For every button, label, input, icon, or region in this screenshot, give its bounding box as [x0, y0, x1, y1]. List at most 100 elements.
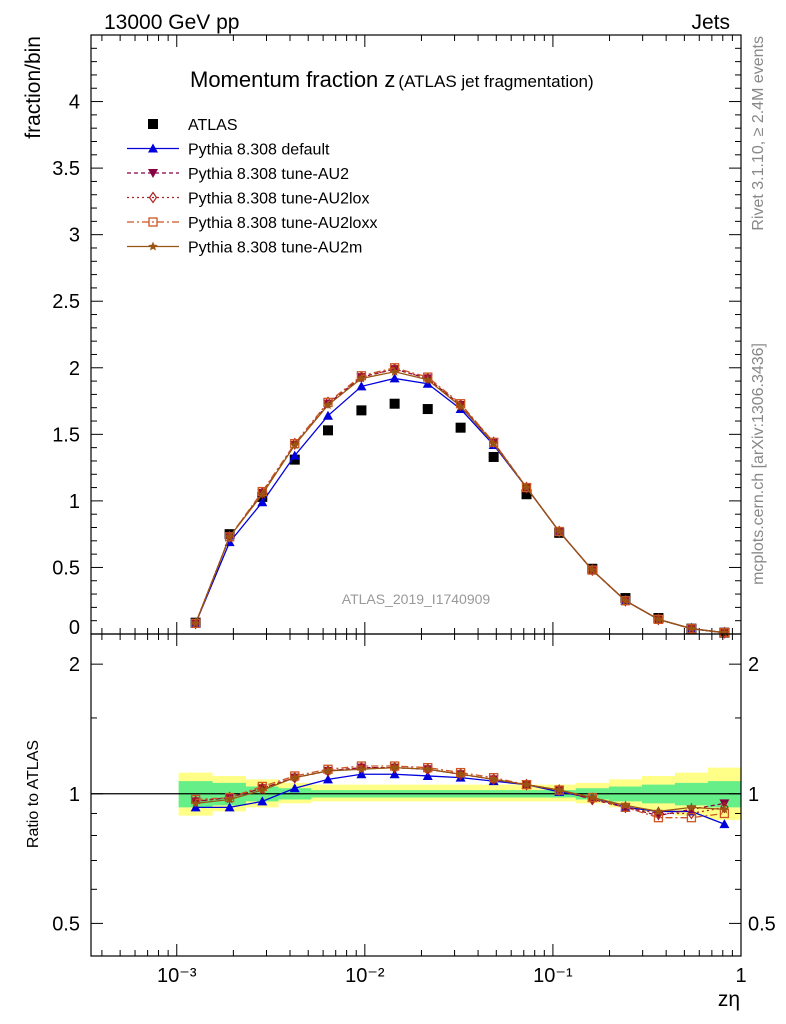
legend-marker — [148, 143, 158, 153]
header-right-label: Jets — [691, 11, 730, 34]
ratio-data-point — [422, 764, 433, 774]
legend-label: Pythia 8.308 tune-AU2lox — [188, 191, 369, 208]
data-point — [521, 482, 532, 492]
ratio-panel: 10⁻³ 10⁻² 10⁻¹ 1 0.5 0.5 1 1 2 2 — [52, 633, 776, 987]
ratio-data-point — [224, 794, 235, 804]
main-y-tick-label: 1 — [69, 491, 80, 513]
main-y-tick-label: 2 — [69, 358, 80, 380]
ratio-data-point — [323, 764, 333, 774]
ratio-data-point — [720, 801, 729, 814]
ratio-data-point — [422, 770, 433, 780]
data-point — [389, 373, 400, 383]
data-point — [257, 497, 268, 507]
rivet-version-label: Rivet 3.1.10, ≥ 2.4M events — [750, 36, 767, 231]
ratio-data-point — [289, 772, 300, 782]
ratio-frame — [90, 633, 742, 957]
main-panel: 0 0.5 1 1.5 2 2.5 3 3.5 4 — [52, 34, 742, 639]
data-point — [488, 438, 499, 448]
data-point — [389, 398, 400, 409]
ratio-data-point — [322, 774, 333, 784]
data-point — [356, 381, 367, 391]
ratio-data-point — [455, 767, 466, 778]
ratio-data-point — [224, 802, 235, 812]
data-point — [422, 374, 433, 384]
ratio-data-point — [653, 813, 664, 823]
y-axis-label: fraction/bin — [22, 36, 45, 139]
ratio-data-point — [521, 779, 532, 789]
data-point — [719, 627, 730, 637]
legend-marker — [148, 169, 158, 178]
data-point — [423, 372, 432, 385]
x-tick-label: 10⁻² — [345, 965, 385, 987]
ratio-data-point — [587, 792, 598, 802]
legend-label: Pythia 8.308 default — [188, 142, 330, 159]
main-y-tick-label: 1.5 — [52, 424, 80, 446]
legend-label: Pythia 8.308 tune-AU2loxx — [188, 215, 377, 232]
ratio-data-point — [455, 769, 466, 779]
ratio-series-line — [195, 765, 725, 819]
ratio-y-tick-label-right: 2 — [748, 654, 759, 676]
main-y-tick-label: 0.5 — [52, 557, 80, 579]
x-tick-label: 10⁻¹ — [533, 965, 573, 987]
ratio-data-point — [423, 762, 433, 773]
chart-title-main: Momentum fraction z — [190, 67, 395, 92]
legend-entry: Pythia 8.308 tune-AU2 — [127, 166, 349, 183]
chart-title-sub: (ATLAS jet fragmentation) — [398, 72, 593, 91]
ratio-y-tick-label: 0.5 — [52, 913, 80, 935]
ratio-data-point — [653, 806, 664, 816]
ratio-data-point — [290, 771, 300, 781]
data-point — [653, 614, 664, 624]
main-y-tick-label: 0 — [69, 617, 80, 639]
data-point — [289, 439, 300, 450]
data-point — [456, 399, 465, 412]
ratio-data-point — [257, 785, 268, 795]
ratio-data-point — [554, 785, 564, 795]
ratio-data-point — [289, 783, 300, 793]
main-y-tick-label: 3.5 — [52, 158, 80, 180]
data-point — [488, 451, 499, 462]
data-point — [224, 531, 235, 541]
ratio-data-point — [389, 762, 400, 772]
ratio-data-point — [719, 804, 730, 814]
legend: ATLAS Pythia 8.308 default Pythia 8.308 tu… — [127, 117, 377, 257]
data-point — [620, 595, 631, 605]
series-pythia-8-308-tune-au2m — [190, 366, 730, 637]
main-y-tick-label: 2.5 — [52, 291, 80, 313]
ratio-data-point — [356, 769, 367, 779]
legend-marker — [148, 217, 158, 227]
data-point — [322, 425, 333, 436]
analysis-watermark: ATLAS_2019_I1740909 — [342, 591, 491, 607]
legend-entry: Pythia 8.308 tune-AU2lox — [127, 191, 369, 208]
data-point — [686, 623, 697, 633]
data-point — [455, 401, 466, 411]
data-point — [554, 526, 564, 536]
ratio-y-tick-label: 2 — [69, 654, 80, 676]
data-point — [356, 405, 367, 416]
ratio-data-point — [488, 774, 499, 784]
legend-marker — [148, 191, 158, 204]
data-point — [190, 618, 201, 628]
ratio-panel-background — [91, 767, 741, 820]
data-point — [587, 565, 598, 575]
legend-entry: Pythia 8.308 default — [127, 142, 330, 159]
data-point — [323, 400, 333, 410]
mcplots-label: mcplots.cern.ch [arXiv:1306.3436] — [750, 343, 767, 585]
data-point — [390, 363, 399, 376]
data-point — [455, 422, 466, 433]
x-axis-label: zη — [718, 988, 740, 1011]
ratio-data-point — [356, 764, 367, 774]
data-point — [257, 489, 268, 499]
ratio-data-point — [686, 802, 697, 812]
data-point — [521, 489, 532, 500]
ratio-data-point — [686, 813, 697, 823]
legend-marker — [148, 119, 158, 129]
ratio-data-point — [620, 800, 631, 810]
data-point — [389, 366, 400, 376]
legend-label: Pythia 8.308 tune-AU2m — [188, 240, 362, 257]
ratio-data-point — [389, 761, 400, 771]
legend-label: Pythia 8.308 tune-AU2 — [188, 166, 349, 183]
ratio-data-point — [225, 791, 234, 804]
ratio-data-point — [719, 819, 730, 829]
ratio-y-tick-label-right: 1 — [748, 784, 759, 806]
